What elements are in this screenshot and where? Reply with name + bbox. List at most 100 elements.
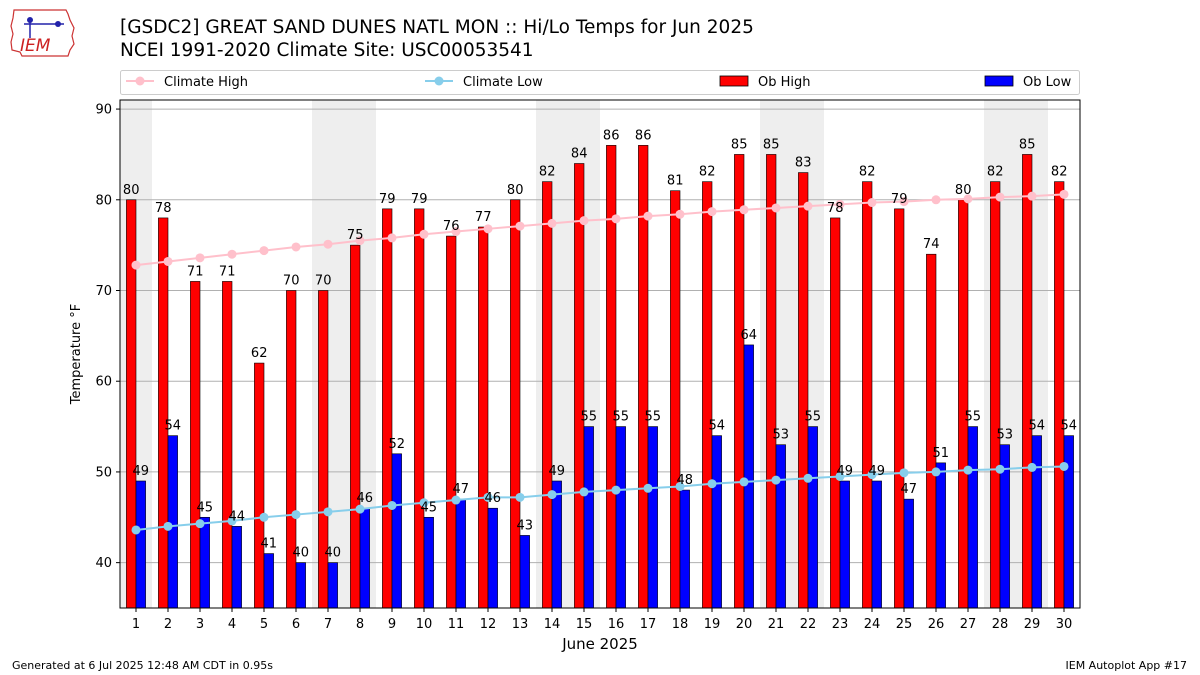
climate-high-point (163, 256, 173, 266)
climate-low-point (963, 465, 973, 475)
x-tick-label: 4 (228, 617, 236, 632)
ob-low-label: 44 (229, 509, 246, 524)
ob-low-bar (391, 453, 402, 609)
x-tick-label: 18 (672, 617, 689, 632)
climate-high-point (227, 249, 237, 259)
app-label: IEM Autoplot App #17 (1065, 659, 1188, 672)
ob-low-bar (359, 507, 370, 609)
ob-low-label: 41 (261, 537, 278, 552)
ob-low-bar (1063, 435, 1074, 609)
ob-low-label: 54 (1029, 419, 1046, 434)
legend-item-ob-high: Ob High (719, 75, 811, 90)
x-tick-label: 13 (512, 617, 529, 632)
climate-low-point (1059, 461, 1069, 471)
ob-low-label: 46 (357, 491, 374, 506)
climate-high-point (1059, 189, 1069, 199)
ob-low-bar (231, 526, 242, 609)
x-tick-label: 15 (576, 617, 593, 632)
ob-low-label: 54 (709, 419, 726, 434)
ob-high-bar (414, 208, 425, 609)
ob-high-bar (542, 181, 553, 609)
ob-high-label: 77 (475, 210, 492, 225)
legend-label-ob-high: Ob High (758, 75, 811, 90)
generated-timestamp: Generated at 6 Jul 2025 12:48 AM CDT in … (12, 659, 273, 672)
ob-low-bar (487, 507, 498, 609)
climate-high-point (419, 229, 429, 239)
climate-high-point (899, 197, 909, 207)
ob-low-bar (839, 480, 850, 609)
climate-high-point (259, 246, 269, 256)
ob-high-bar (222, 281, 233, 609)
ob-low-label: 55 (613, 410, 630, 425)
ob-high-label: 86 (603, 128, 620, 143)
ob-high-bar (830, 217, 841, 609)
ob-high-bar (702, 181, 713, 609)
x-tick-label: 25 (896, 617, 913, 632)
ob-low-label: 45 (197, 500, 214, 515)
climate-high-point (579, 216, 589, 226)
climate-high-point (355, 236, 365, 246)
climate-low-point (355, 504, 365, 514)
ob-low-bar (775, 444, 786, 609)
ob-high-label: 70 (283, 274, 300, 289)
ob-low-bar (583, 426, 594, 609)
ob-low-bar (551, 480, 562, 609)
climate-high-point (931, 195, 941, 205)
climate-low-point (131, 525, 141, 535)
x-tick-label: 11 (448, 617, 465, 632)
ob-high-bar (574, 163, 585, 609)
ob-low-label: 54 (1061, 419, 1078, 434)
ob-low-bar (647, 426, 658, 609)
ob-low-bar (263, 553, 274, 609)
climate-low-point (995, 464, 1005, 474)
ob-high-label: 78 (155, 201, 172, 216)
climate-low-point (771, 475, 781, 485)
ob-high-label: 80 (955, 183, 972, 198)
climate-high-point (451, 227, 461, 237)
ob-low-label: 40 (293, 546, 310, 561)
climate-low-point (643, 483, 653, 493)
climate-high-point (771, 203, 781, 213)
legend-item-climate-low: Climate Low (425, 75, 543, 90)
climate-high-point (387, 233, 397, 243)
ob-low-label: 52 (389, 437, 406, 452)
chart-subtitle: NCEI 1991-2020 Climate Site: USC00053541 (120, 40, 534, 61)
ob-low-label: 55 (645, 410, 662, 425)
ob-high-bar (766, 154, 777, 609)
legend-item-climate-high: Climate High (126, 75, 248, 90)
legend: Climate High Climate Low Ob High Ob Low (120, 70, 1080, 95)
ob-low-label: 49 (549, 464, 566, 479)
ob-high-label: 81 (667, 174, 684, 189)
climate-high-point (707, 207, 717, 217)
ob-low-bar (935, 462, 946, 609)
ob-high-bar (862, 181, 873, 609)
climate-low-point (707, 479, 717, 489)
y-tick-label: 80 (95, 193, 112, 208)
ob-high-label: 70 (315, 274, 332, 289)
ob-high-bar (350, 244, 361, 609)
climate-low-point (675, 481, 685, 491)
ob-low-label: 53 (997, 428, 1014, 443)
ob-low-bar (711, 435, 722, 609)
ob-low-bar (295, 562, 306, 609)
ob-high-bar (926, 253, 937, 609)
ob-low-label: 54 (165, 419, 182, 434)
ob-low-label: 51 (933, 446, 950, 461)
ob-low-label: 47 (453, 482, 470, 497)
ob-low-bar (1031, 435, 1042, 609)
ob-high-bar (190, 281, 201, 609)
climate-high-point (131, 260, 141, 270)
climate-low-point (899, 468, 909, 478)
x-tick-label: 23 (832, 617, 849, 632)
legend-item-ob-low: Ob Low (984, 75, 1072, 90)
climate-high-point (739, 205, 749, 215)
x-tick-label: 24 (864, 617, 881, 632)
climate-low-point (451, 495, 461, 505)
iem-logo: IEM (10, 9, 75, 57)
ob-high-bar (958, 199, 969, 609)
ob-high-bar (158, 217, 169, 609)
x-tick-label: 3 (196, 617, 204, 632)
ob-high-bar (254, 362, 265, 609)
x-tick-label: 5 (260, 617, 268, 632)
x-tick-label: 19 (704, 617, 721, 632)
